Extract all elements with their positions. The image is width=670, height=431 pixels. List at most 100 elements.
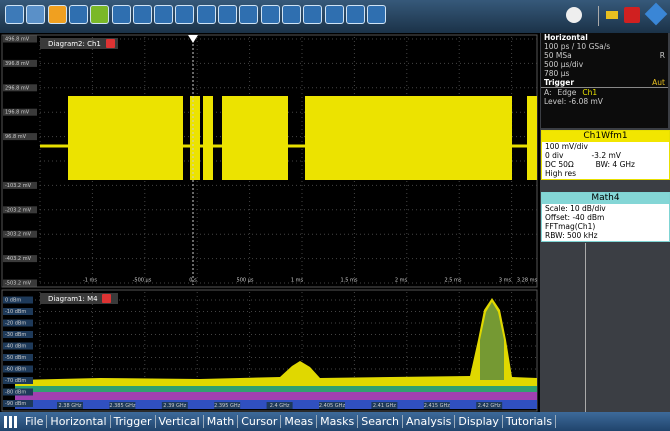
- menu-item[interactable]: Analysis: [403, 415, 456, 428]
- menu-item[interactable]: Search: [358, 415, 404, 428]
- menu-item[interactable]: Math: [204, 415, 239, 428]
- apps-icon[interactable]: [4, 415, 18, 428]
- y-axis-label: -70 dBm: [5, 378, 26, 384]
- info: 0 div: [545, 151, 564, 160]
- toolbar-button[interactable]: [47, 5, 67, 24]
- label-bg: [3, 354, 33, 361]
- toolbar-button[interactable]: [175, 5, 195, 24]
- logo-icon[interactable]: [644, 2, 668, 26]
- label-bg: [3, 377, 33, 384]
- toolbar-button[interactable]: [324, 5, 344, 24]
- info: Edge: [557, 88, 577, 97]
- right-panel: Horizontal 100 ps / 10 GSa/s 50 MSa R 500…: [540, 33, 670, 412]
- label-bg: [109, 402, 136, 409]
- x-axis-label: 1.5 ms: [340, 278, 357, 284]
- menu-item[interactable]: Tutorials: [503, 415, 557, 428]
- toolbar-button[interactable]: [345, 5, 365, 24]
- toolbar-button[interactable]: [5, 5, 24, 24]
- toolbar-button[interactable]: [132, 5, 152, 24]
- y-axis-label: -60 dBm: [5, 367, 26, 373]
- toolbar-button[interactable]: [90, 5, 110, 24]
- x-axis-label: 3 ms: [499, 278, 512, 284]
- screen-icon[interactable]: [606, 11, 618, 19]
- x-axis-label: 2.5 ms: [444, 278, 461, 284]
- label-bg: [266, 402, 293, 409]
- toolbar-button[interactable]: [196, 5, 216, 24]
- close-button[interactable]: [106, 39, 115, 48]
- y-axis-label: 0 dBm: [5, 298, 21, 304]
- info: Aut: [652, 78, 665, 87]
- label-bg: [57, 402, 83, 409]
- toolbar-button[interactable]: [367, 5, 387, 24]
- toolbar-button[interactable]: [26, 5, 46, 24]
- hd-icon[interactable]: [624, 7, 640, 23]
- ch1-title: Ch1Wfm1: [542, 131, 669, 142]
- toolbar-button[interactable]: [260, 5, 280, 24]
- label-bg: [476, 402, 503, 409]
- menu-item[interactable]: Meas: [281, 415, 318, 428]
- x-axis-label: 2 ms: [395, 278, 408, 284]
- menu-item[interactable]: Horizontal: [47, 415, 111, 428]
- label-bg: [319, 402, 345, 409]
- math4-title: Math4: [542, 193, 669, 204]
- label-bg: [3, 230, 37, 238]
- y-axis-label: -203.2 mV: [5, 207, 32, 213]
- info: Level: -6.08 mV: [544, 97, 603, 106]
- toolbar-button[interactable]: [281, 5, 301, 24]
- info: 100 ps / 10 GSa/s: [544, 42, 611, 51]
- diagram-tab[interactable]: [40, 293, 118, 304]
- info: Offset: -40 dBm: [545, 213, 605, 222]
- menu-item[interactable]: Masks: [317, 415, 359, 428]
- label-bg: [3, 108, 37, 116]
- y-axis-label: 96.8 mV: [5, 134, 27, 140]
- toolbar-button[interactable]: [111, 5, 131, 24]
- label-bg: [423, 402, 450, 409]
- horizontal-box[interactable]: Horizontal 100 ps / 10 GSa/s 50 MSa R 500…: [541, 33, 668, 128]
- info: DC 50Ω: [545, 160, 574, 169]
- close-button[interactable]: [102, 294, 111, 303]
- label-bg: [3, 388, 33, 396]
- menu-item[interactable]: Display: [455, 415, 503, 428]
- heading: Trigger: [544, 78, 575, 87]
- toolbar-button[interactable]: [68, 5, 88, 24]
- diagram-tab[interactable]: [40, 38, 118, 49]
- menu-item[interactable]: File: [22, 415, 48, 428]
- label-bg: [3, 331, 33, 338]
- y-axis-label: -303.2 mV: [5, 232, 32, 238]
- x-axis-label: 2.405 GHz: [319, 403, 346, 409]
- label-bg: [3, 365, 33, 373]
- label-bg: [3, 308, 33, 315]
- diagram-tab-label: Diagram1: M4: [48, 295, 98, 303]
- toolbar-button[interactable]: [303, 5, 323, 24]
- info: A:: [544, 88, 552, 97]
- x-axis-label: 2.39 GHz: [163, 403, 186, 409]
- x-axis-label: 2.415 GHz: [424, 403, 451, 409]
- label-bg: [3, 35, 37, 43]
- label-bg: [3, 84, 37, 92]
- toolbar-button[interactable]: [154, 5, 174, 24]
- x-axis-label: -500 µs: [133, 278, 152, 284]
- y-axis-label: 396.8 mV: [5, 61, 30, 67]
- y-axis-label: -103.2 mV: [5, 183, 32, 189]
- label-bg: [3, 319, 33, 327]
- y-axis-label: -20 dBm: [5, 321, 26, 327]
- divider: [585, 243, 586, 412]
- info: Scale: 10 dB/div: [545, 204, 606, 213]
- menu-item[interactable]: Cursor: [238, 415, 282, 428]
- x-axis-label: 1 ms: [291, 278, 304, 284]
- info: High res: [545, 169, 577, 178]
- x-axis-label: -1 ms: [83, 278, 97, 284]
- menu-item[interactable]: Trigger: [111, 415, 156, 428]
- toolbar-button[interactable]: [218, 5, 237, 24]
- spectrum-band: [15, 386, 537, 392]
- math4-box[interactable]: Math4 Scale: 10 dB/div Offset: -40 dBm F…: [541, 192, 670, 242]
- x-axis-label: 2.395 GHz: [214, 403, 241, 409]
- trigger-marker: [188, 35, 198, 43]
- settings-icon[interactable]: [566, 7, 582, 23]
- menu-item[interactable]: Vertical: [156, 415, 204, 428]
- label-bg: [3, 296, 33, 304]
- ch1-box[interactable]: Ch1Wfm1 100 mV/div 0 div -3.2 mV DC 50Ω BW…: [541, 130, 670, 180]
- x-axis-label: 2.41 GHz: [373, 403, 396, 409]
- info: -3.2 mV: [591, 151, 621, 160]
- toolbar-button[interactable]: [239, 5, 259, 24]
